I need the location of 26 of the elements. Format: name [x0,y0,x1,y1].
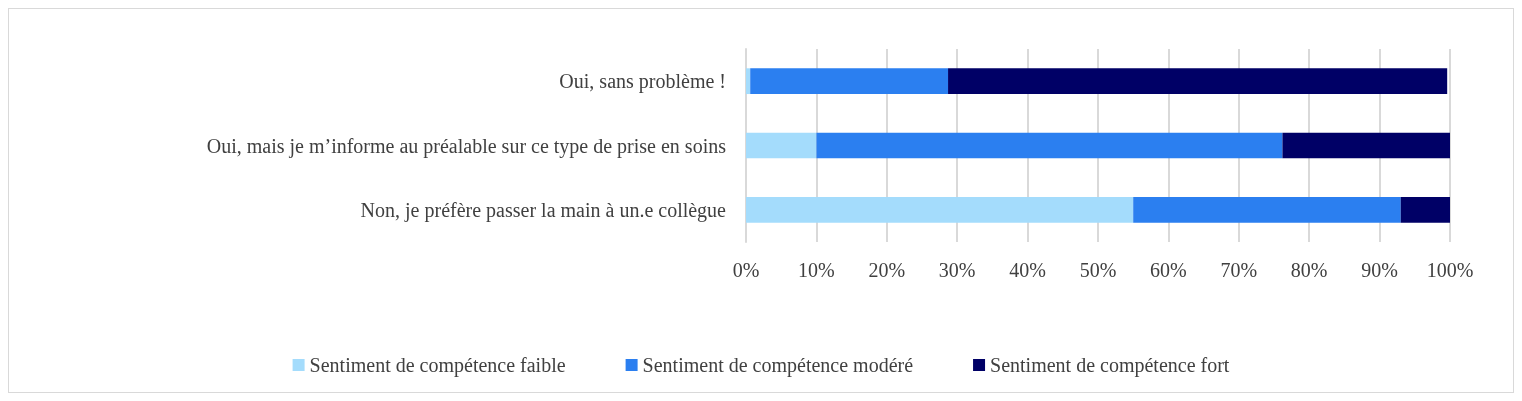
bar [746,196,1134,223]
legend-label: Sentiment de compétence fort [990,354,1230,377]
x-tick-label: 60% [1150,259,1187,281]
x-tick-label: 40% [1009,259,1046,281]
y-tick-label: Non, je préfère passer la main à un.e collègue [360,198,727,222]
bar [746,68,751,95]
bar [750,68,949,95]
x-tick-label: 30% [938,259,976,281]
bar [746,132,817,159]
x-tick-label: 10% [798,259,835,281]
bar [948,68,1448,95]
bar [1400,196,1450,223]
legend-label: Sentiment de compétence faible [309,354,566,377]
x-tick-label: 50% [1079,259,1117,281]
x-tick-label: 0% [732,259,760,281]
y-tick-label: Oui, mais je m’informe au préalable sur ce type de prise en soins [206,134,727,158]
legend-label: Sentiment de compétence modéré [642,354,914,377]
x-tick-label: 20% [868,259,906,281]
x-tick-label: 100% [1426,259,1474,281]
y-tick-label: Oui, sans problème ! [559,70,726,94]
bar [816,132,1283,159]
x-tick-label: 90% [1361,259,1398,281]
x-tick-label: 70% [1220,259,1258,281]
bar [1133,196,1401,223]
bar [1282,132,1450,159]
x-tick-label: 80% [1290,259,1328,281]
